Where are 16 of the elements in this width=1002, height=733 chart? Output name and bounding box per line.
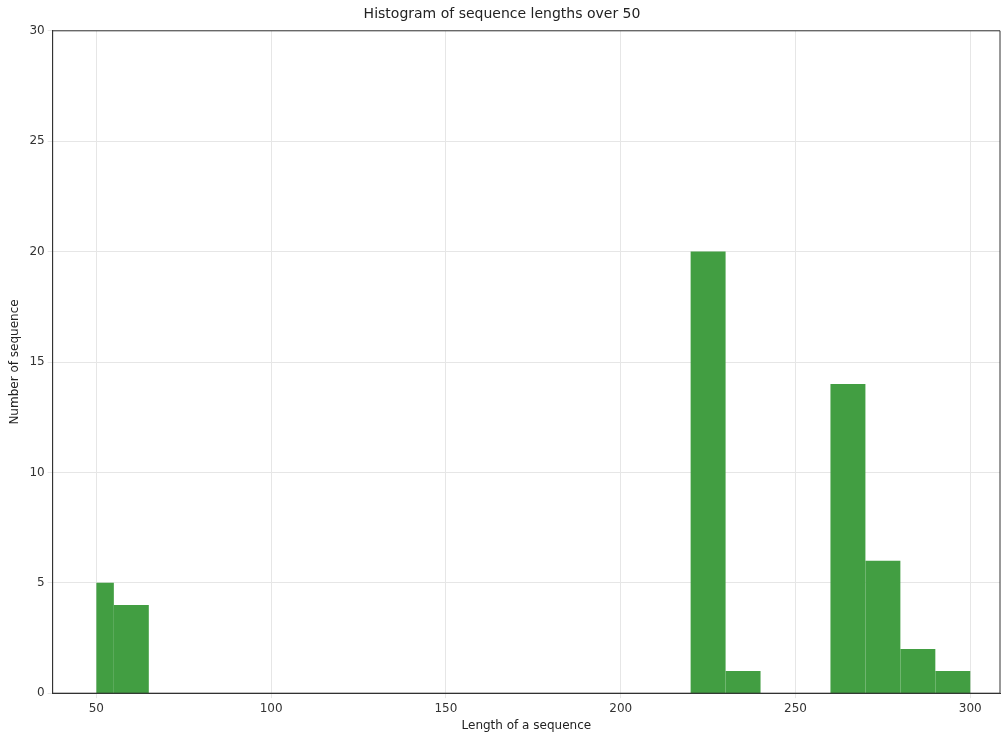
chart-title: Histogram of sequence lengths over 50 <box>363 5 641 22</box>
x-tick-label: 200 <box>609 700 633 715</box>
x-tick-label: 150 <box>434 700 458 715</box>
x-tick-label: 50 <box>88 700 105 715</box>
y-tick-label: 0 <box>37 685 45 700</box>
x-tick-label: 100 <box>259 700 283 715</box>
y-tick-label: 30 <box>29 22 45 37</box>
y-tick-label: 15 <box>29 354 45 369</box>
x-tick-label: 250 <box>784 700 807 715</box>
x-axis-title: Length of a sequence <box>461 717 592 732</box>
y-tick-label: 20 <box>29 243 45 258</box>
y-tick-label: 10 <box>29 464 45 479</box>
x-tick-label: 300 <box>958 700 982 715</box>
y-tick-label: 25 <box>29 133 45 148</box>
y-axis-title: Number of sequence <box>7 299 22 425</box>
y-tick-label: 5 <box>37 574 45 589</box>
